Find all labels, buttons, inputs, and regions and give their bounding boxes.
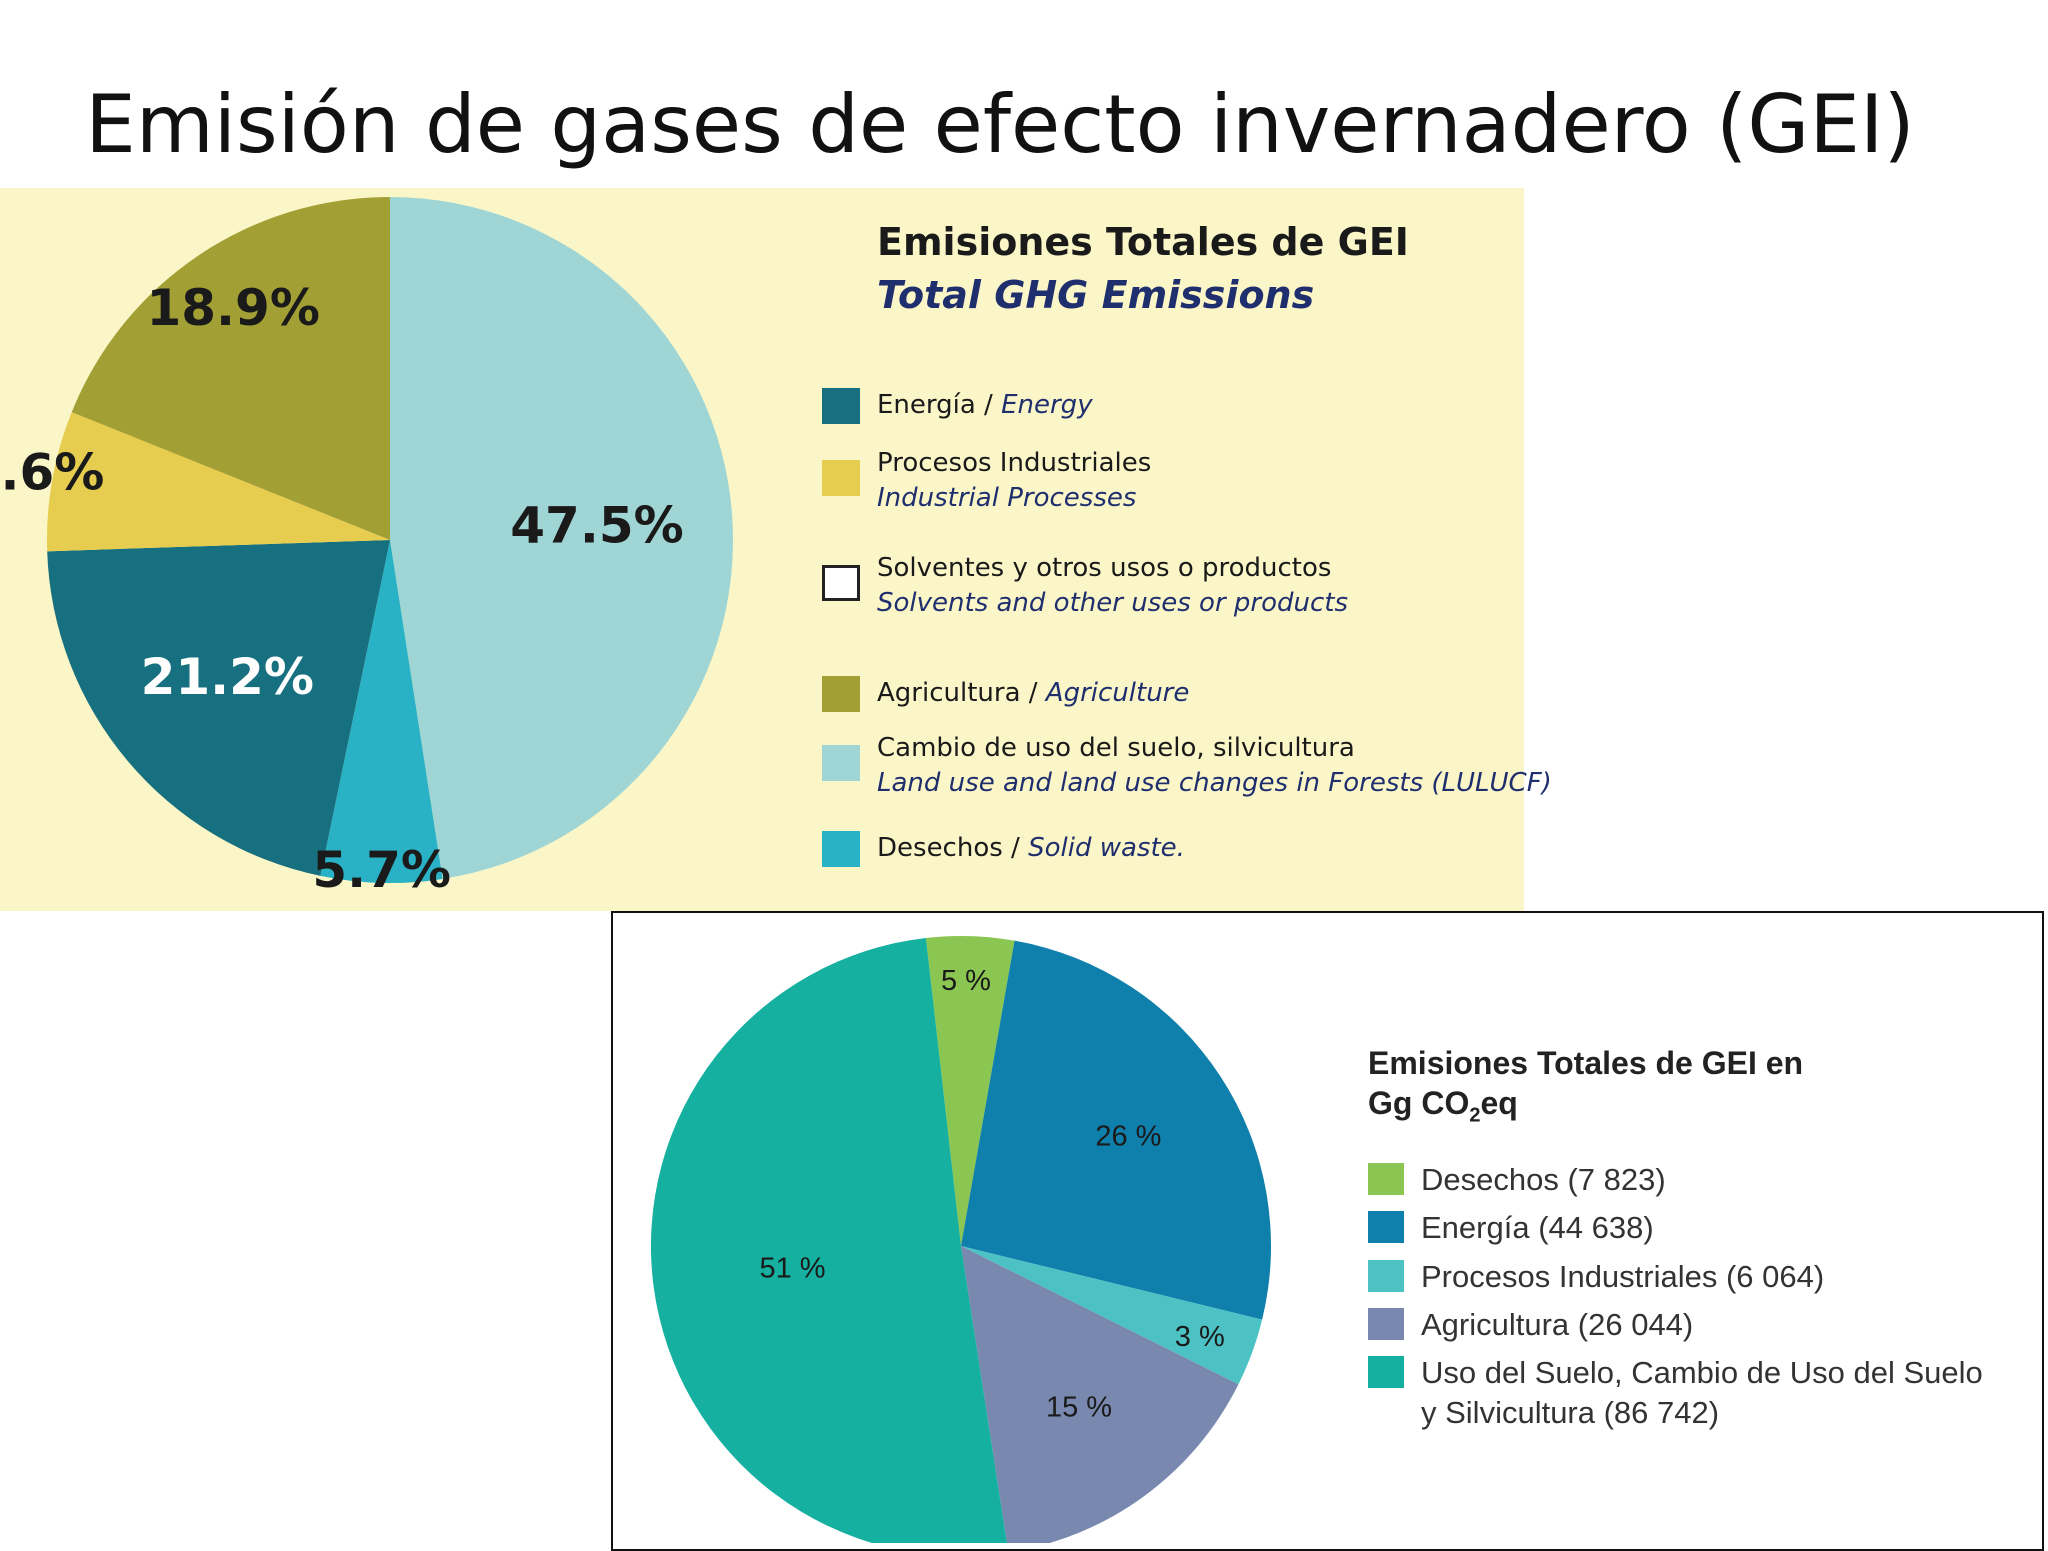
legend-label-es: Agricultura	[877, 678, 1021, 708]
pie-slice	[47, 540, 390, 876]
legend-label: Energía / Energy	[877, 388, 1093, 423]
pie-slice	[925, 935, 1015, 1246]
slice-data-label: 6.6%	[0, 444, 104, 502]
chart-panel-total-ghg: 47.5% 5.7% 21.2% 6.6% 18.9% Emisiones Totale…	[0, 188, 1552, 911]
slice-data-label: 3 %	[1175, 1321, 1225, 1353]
legend-label-es: Desechos	[877, 833, 1003, 863]
chart-title-gg-co2eq: Emisiones Totales de GEI en Gg CO2eq	[1368, 1043, 1803, 1135]
slice-data-label: 47.5%	[510, 497, 683, 555]
legend-label-line: y Silvicultura (86 742)	[1421, 1395, 1720, 1430]
slide-title: Emisión de gases de efecto invernadero (…	[85, 78, 1915, 171]
legend-swatch	[822, 676, 860, 712]
chart-title: Emisiones Totales de GEI	[877, 220, 1409, 264]
legend-label-es: Cambio de uso del suelo, silvicultura	[877, 733, 1355, 763]
slice-data-label: 15 %	[1046, 1392, 1112, 1424]
pie-slice	[650, 937, 1007, 1543]
legend-separator: /	[1002, 833, 1029, 863]
legend-label-en: Industrial Processes	[877, 483, 1137, 513]
chart-subtitle: Total GHG Emissions	[877, 273, 1315, 317]
pie-chart-gg-co2eq: 5 % 26 % 3 % 15 % 51 %	[650, 935, 1271, 1543]
legend-label: Agricultura / Agriculture	[877, 676, 1189, 711]
legend-swatch	[1368, 1211, 1404, 1243]
legend-label: Cambio de uso del suelo, silvicultura Lan…	[877, 731, 1552, 801]
legend-separator: /	[1020, 678, 1046, 708]
legend-label-en: Land use and land use changes in Forests…	[877, 768, 1552, 798]
legend-label: Energía (44 638)	[1421, 1208, 1654, 1248]
legend-label: Agricultura (26 044)	[1421, 1305, 1693, 1345]
legend-label: Procesos Industriales Industrial Processe…	[877, 446, 1151, 516]
pie-slice	[47, 412, 391, 552]
legend-swatch	[822, 565, 860, 601]
slice-data-label: 5 %	[941, 965, 991, 997]
pie-slice	[320, 540, 443, 884]
legend-label-es: Procesos Industriales	[877, 448, 1152, 478]
legend-label-line: Uso del Suelo, Cambio de Uso del Suelo	[1421, 1355, 1983, 1390]
slice-data-label: 21.2%	[141, 648, 314, 706]
pie-slice	[961, 1246, 1239, 1543]
legend-label-es: Energía	[877, 390, 976, 420]
legend-label-line: Procesos Industriales (6 064)	[1421, 1259, 1825, 1294]
legend-label-line: Energía (44 638)	[1421, 1210, 1654, 1245]
legend-label-line: Desechos (7 823)	[1421, 1162, 1666, 1197]
chart-title-line-2: Gg CO2eq	[1368, 1083, 1803, 1135]
legend-label-en: Solvents and other uses or products	[877, 588, 1349, 618]
legend-label-line: Agricultura (26 044)	[1421, 1307, 1694, 1342]
legend-separator: /	[975, 390, 1002, 420]
slice-data-label: 51 %	[759, 1253, 825, 1285]
title-text: Gg CO	[1368, 1085, 1470, 1121]
title-subscript: 2	[1469, 1104, 1481, 1127]
slice-data-label: 26 %	[1095, 1121, 1161, 1153]
legend-label-en: Energy	[1001, 390, 1093, 420]
pie-slice	[961, 940, 1271, 1320]
legend-swatch	[1368, 1163, 1404, 1195]
legend-label: Solventes y otros usos o productos Solven…	[877, 551, 1348, 621]
slice-data-label: 18.9%	[146, 279, 319, 337]
legend-label: Uso del Suelo, Cambio de Uso del Suelo y …	[1421, 1353, 1983, 1433]
pie-slice	[961, 1246, 1263, 1385]
pie-slice	[71, 196, 390, 540]
chart-panel-gg-co2eq: 5 % 26 % 3 % 15 % 51 % Emisiones Totales de …	[611, 911, 2044, 1551]
legend-label: Procesos Industriales (6 064)	[1421, 1257, 1824, 1297]
title-text: eq	[1480, 1085, 1518, 1121]
legend-swatch	[1368, 1260, 1404, 1292]
chart-title-line-1: Emisiones Totales de GEI en	[1368, 1045, 1804, 1081]
legend-swatch	[1368, 1308, 1404, 1340]
legend-swatch	[822, 460, 860, 496]
slice-data-label: 5.7%	[312, 841, 451, 899]
pie-slice	[390, 197, 734, 879]
legend-swatch	[822, 388, 860, 424]
pie-chart-total-ghg: 47.5% 5.7% 21.2% 6.6% 18.9%	[0, 196, 734, 899]
legend-label: Desechos / Solid waste.	[877, 831, 1185, 866]
legend-label: Desechos (7 823)	[1421, 1160, 1666, 1200]
legend-label-es: Solventes y otros usos o productos	[877, 553, 1332, 583]
legend-label-en: Solid waste.	[1028, 833, 1185, 863]
legend-label-en: Agriculture	[1045, 678, 1190, 708]
legend-swatch	[1368, 1356, 1404, 1388]
legend-swatch	[822, 831, 860, 867]
legend-swatch	[822, 745, 860, 781]
